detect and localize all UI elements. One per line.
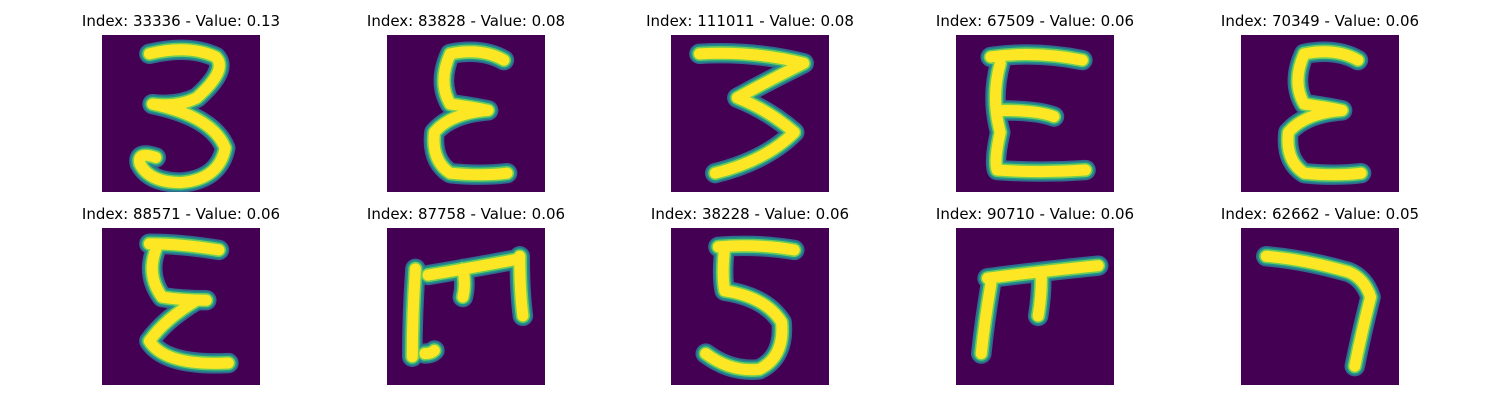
tile-title: Index: 83828 - Value: 0.08	[366, 12, 566, 30]
handwritten-glyph-image	[671, 35, 829, 192]
handwritten-glyph-image	[671, 228, 829, 385]
tile-title: Index: 111011 - Value: 0.08	[646, 12, 854, 30]
handwritten-glyph-image	[102, 228, 260, 385]
tile-title: Index: 33336 - Value: 0.13	[81, 12, 281, 30]
tile-title: Index: 38228 - Value: 0.06	[650, 205, 850, 223]
tile-title: Index: 87758 - Value: 0.06	[366, 205, 566, 223]
handwritten-glyph-image	[1241, 228, 1399, 385]
handwritten-glyph-image	[956, 35, 1114, 192]
tile-title: Index: 67509 - Value: 0.06	[935, 12, 1135, 30]
tile-title: Index: 62662 - Value: 0.05	[1220, 205, 1420, 223]
tile-title: Index: 90710 - Value: 0.06	[935, 205, 1135, 223]
handwritten-glyph-image	[387, 35, 545, 192]
handwritten-glyph-image	[102, 35, 260, 192]
tile-title: Index: 88571 - Value: 0.06	[81, 205, 281, 223]
handwritten-glyph-image	[387, 228, 545, 385]
handwritten-glyph-image	[1241, 35, 1399, 192]
handwritten-glyph-image	[956, 228, 1114, 385]
tile-title: Index: 70349 - Value: 0.06	[1220, 12, 1420, 30]
